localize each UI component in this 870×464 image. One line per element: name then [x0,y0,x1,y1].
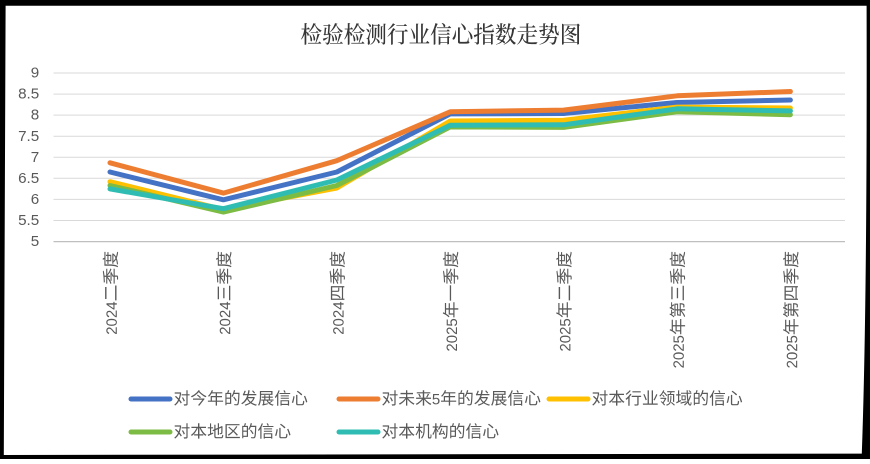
svg-text:8.5: 8.5 [18,86,39,103]
svg-text:6.5: 6.5 [18,170,39,187]
svg-text:7: 7 [31,149,39,166]
svg-text:5.5: 5.5 [18,212,39,229]
svg-text:7.5: 7.5 [18,128,39,145]
svg-text:8: 8 [31,107,39,124]
svg-text:5: 5 [31,233,39,250]
svg-text:9: 9 [31,65,39,82]
svg-text:6: 6 [31,191,39,208]
